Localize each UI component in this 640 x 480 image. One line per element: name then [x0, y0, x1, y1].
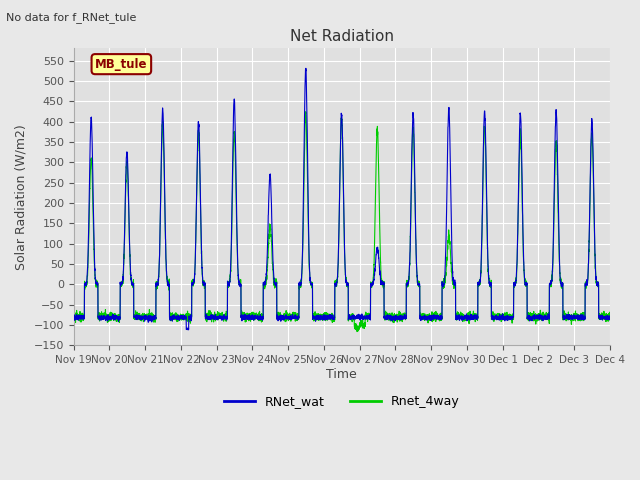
Legend: RNet_wat, Rnet_4way: RNet_wat, Rnet_4way	[219, 390, 465, 413]
Text: No data for f_RNet_tule: No data for f_RNet_tule	[6, 12, 137, 23]
X-axis label: Time: Time	[326, 368, 357, 381]
Title: Net Radiation: Net Radiation	[290, 29, 394, 44]
Text: MB_tule: MB_tule	[95, 58, 148, 71]
Y-axis label: Solar Radiation (W/m2): Solar Radiation (W/m2)	[15, 124, 28, 270]
